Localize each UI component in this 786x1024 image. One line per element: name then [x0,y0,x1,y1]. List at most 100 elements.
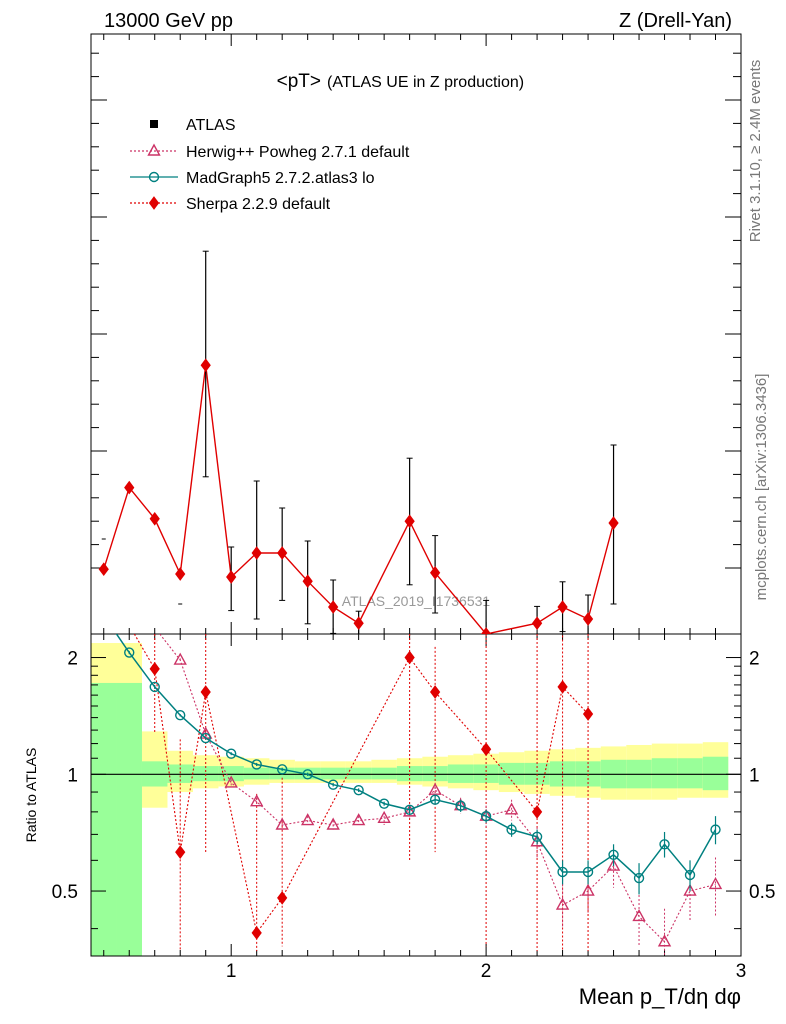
herwig-ratio-point [555,897,570,910]
band-inner-bin [192,766,219,782]
sherpa-main-point [226,570,237,584]
sherpa-main-point [175,567,186,581]
madgraph-ratio-point [684,869,696,881]
y-tick-label-left: 0.5 [52,882,78,903]
madgraph-ratio-point [557,866,568,878]
legend-label: MadGraph5 2.7.2.atlas3 lo [186,170,375,187]
sherpa-main-point [328,600,339,614]
x-tick-label: 3 [736,961,747,982]
legend-label: Herwig++ Powheg 2.7.1 default [186,144,410,161]
band-inner-bin [422,766,448,782]
band-inner-bin [677,758,703,789]
ratio-y-axis-label: Ratio to ATLAS [23,748,39,843]
sherpa-ratio-point [557,680,568,694]
x-tick-label: 2 [481,961,492,982]
sherpa-main-point [404,514,415,529]
madgraph-ratio-point [659,839,670,850]
sherpa-main-point [353,616,364,631]
y-tick-label-right: 0.5 [749,882,775,903]
ratio-series [115,634,723,956]
sherpa-ratio-point [251,926,262,940]
ratio-plot-frame [90,633,742,957]
sherpa-ratio-point [277,891,288,905]
band-inner-bin [320,767,346,780]
madgraph-ratio-point [327,779,339,790]
rivet-version-label: Rivet 3.1.10, ≥ 2.4M events [747,60,764,243]
madgraph-ratio-point [302,769,313,780]
x-tick-label: 1 [226,961,237,982]
madgraph-ratio-point [429,794,441,805]
madgraph-ratio-point [506,824,517,835]
sherpa-main-point [302,574,313,589]
madgraph-ratio-point [225,748,237,759]
madgraph-ratio-point [353,784,364,796]
madgraph-ratio-point [175,710,186,721]
band-inner-bin [371,767,397,780]
herwig-ratio-point [428,782,442,795]
chart-subtitle: (ATLAS UE in Z production) [327,74,524,91]
y-tick-label-right: 1 [749,765,760,786]
madgraph-ratio-point [480,810,492,822]
madgraph-ratio-point [251,759,262,770]
sherpa-main-point [200,358,211,373]
sherpa-main-point [480,627,492,634]
band-inner-bin [116,682,142,956]
sherpa-ratio-line [133,634,589,935]
main-series [98,250,619,634]
sherpa-main-point [429,565,441,580]
text-labels: 13000 GeV pp Z (Drell-Yan) <pT> (ATLAS UE i… [23,10,775,1009]
sherpa-ratio-point [582,707,594,721]
herwig-ratio-point [632,908,646,922]
sherpa-ratio-point [404,650,415,665]
herwig-ratio-point [504,802,519,815]
legend-atlas-marker [150,120,158,128]
herwig-ratio-point [173,652,187,665]
legend-madgraph-marker [148,171,160,183]
y-tick-label-right: 2 [749,649,760,670]
x-axis-label: Mean p_T/dη dφ [579,984,741,1009]
legend-label: Sherpa 2.2.9 default [186,196,331,213]
madgraph-ratio-point [378,798,390,809]
herwig-ratio-point [326,817,340,830]
sherpa-ratio-point [200,685,211,699]
madgraph-ratio-point [531,831,543,842]
legend: ATLAS Herwig++ Powheg 2.7.1 default MadGra… [130,117,410,213]
madgraph-ratio-point [200,732,211,744]
herwig-ratio-point [708,876,723,890]
sherpa-main-point [531,616,543,631]
band-inner-bin [218,766,244,782]
sherpa-main-point [98,562,109,577]
sherpa-main-point [149,511,160,526]
herwig-ratio-point [275,817,289,830]
band-inner-bin [91,682,117,956]
sherpa-ratio-point [429,685,441,699]
sherpa-main-point [277,546,288,560]
sherpa-ratio-point [149,662,160,676]
sherpa-main-point [557,600,568,614]
herwig-ratio-point [224,775,238,788]
madgraph-ratio-point [633,872,645,884]
legend-label: ATLAS [186,117,236,134]
sherpa-ratio-point [175,845,186,859]
madgraph-ratio-point [608,849,619,861]
y-tick-label-left: 1 [67,765,78,786]
madgraph-ratio-point [710,824,721,835]
herwig-ratio-point [657,934,672,947]
sherpa-ratio-point [531,805,543,819]
madgraph-ratio-point [404,804,415,815]
madgraph-ratio-point [582,866,594,878]
herwig-ratio-point [581,883,595,896]
madgraph-ratio-point [124,647,135,658]
sherpa-main-point [582,612,594,626]
madgraph-ratio-point [276,764,288,775]
herwig-ratio-point [351,813,366,826]
chart-title: <pT> [277,71,321,92]
band-inner-bin [345,767,372,780]
y-tick-label-left: 2 [67,649,78,670]
sherpa-main-line [103,365,615,634]
band-inner-bin [243,767,270,780]
herwig-ratio-line [159,634,716,943]
herwig-ratio-point [250,794,264,807]
band-inner-bin [651,758,678,789]
